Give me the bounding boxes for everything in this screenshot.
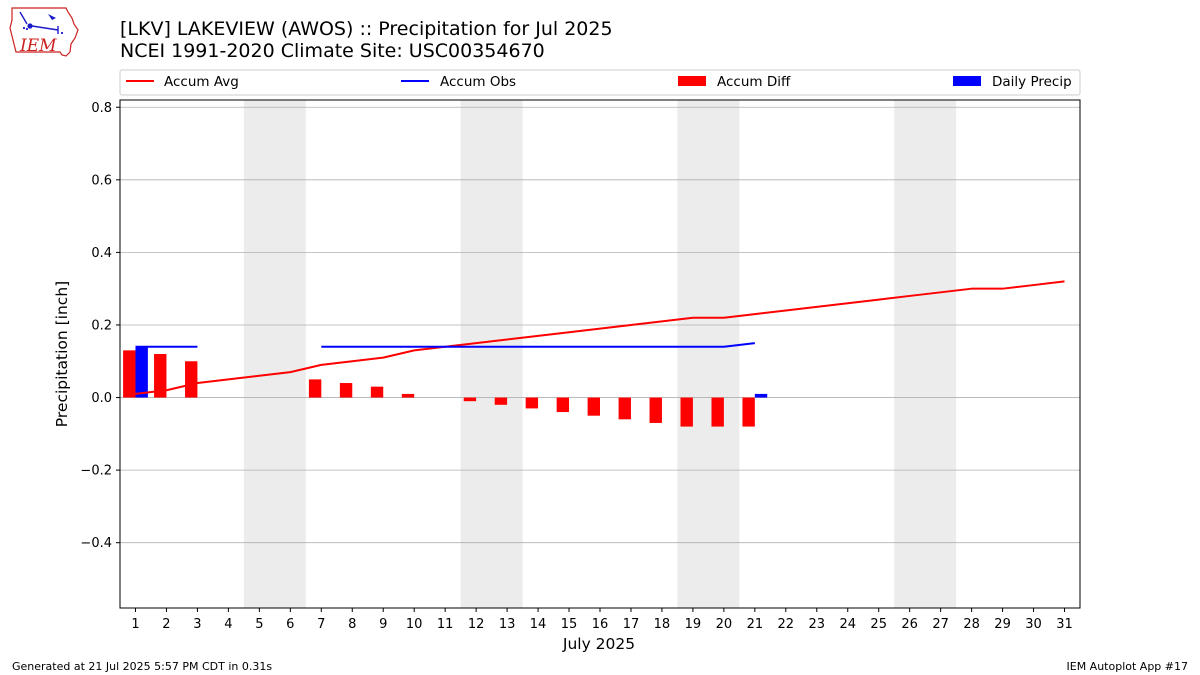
- legend-swatch-daily-precip: [953, 76, 981, 86]
- x-tick-label: 4: [224, 617, 232, 632]
- x-tick-label: 17: [623, 617, 640, 632]
- x-tick-label: 19: [685, 617, 702, 632]
- y-tick-label: 0.6: [91, 173, 112, 188]
- weekend-bands: [243, 100, 957, 608]
- bar-accum-diff: [339, 383, 353, 398]
- legend-label-accum-obs: Accum Obs: [440, 74, 516, 90]
- y-tick-label: 0.4: [91, 246, 112, 261]
- legend-label-accum-diff: Accum Diff: [717, 74, 791, 90]
- x-tick-label: 12: [468, 617, 485, 632]
- bar-accum-diff: [587, 397, 600, 416]
- weekend-band: [243, 100, 306, 608]
- y-axis-label: Precipitation [inch]: [53, 281, 71, 427]
- x-tick-label: 23: [809, 617, 826, 632]
- x-tick-label: 15: [561, 617, 578, 632]
- x-tick-label: 25: [870, 617, 887, 632]
- weather-icon: [19, 11, 64, 35]
- bar-accum-diff: [154, 354, 167, 398]
- bar-accum-diff: [123, 350, 136, 398]
- chart-subtitle: NCEI 1991-2020 Climate Site: USC00354670: [120, 40, 545, 62]
- bar-accum-diff: [618, 397, 631, 420]
- footer-app: IEM Autoplot App #17: [1067, 660, 1189, 673]
- iem-logo: IEM: [9, 7, 79, 57]
- bar-accum-diff: [711, 397, 724, 427]
- y-axis-ticks: −0.4 −0.2 0.0 0.2 0.4 0.6 0.8: [80, 101, 120, 551]
- series-lines: [135, 280, 1065, 395]
- weekend-band: [677, 100, 740, 608]
- line-accum-avg: [135, 280, 1065, 395]
- x-tick-label: 1: [131, 617, 139, 632]
- footer-generated: Generated at 21 Jul 2025 5:57 PM CDT in …: [12, 660, 272, 673]
- legend-swatch-accum-diff: [678, 76, 706, 86]
- x-tick-label: 24: [839, 617, 856, 632]
- weekend-band: [460, 100, 523, 608]
- x-tick-label: 31: [1056, 617, 1073, 632]
- bar-accum-diff: [308, 379, 322, 398]
- x-tick-label: 28: [963, 617, 980, 632]
- y-tick-label: 0.8: [91, 101, 112, 116]
- x-tick-label: 7: [317, 617, 325, 632]
- weekend-band: [894, 100, 957, 608]
- x-tick-label: 21: [747, 617, 764, 632]
- legend-label-daily-precip: Daily Precip: [992, 74, 1072, 90]
- legend-frame: [119, 69, 1081, 96]
- x-tick-label: 3: [193, 617, 201, 632]
- x-tick-label: 26: [901, 617, 918, 632]
- bars: [123, 346, 768, 427]
- x-axis-ticks: 1 2 3 4 5 6 7 8 9 10 11 12 13 14 15 16 17 18 19 20 21 22 23 24 2…: [131, 608, 1073, 632]
- legend-label-accum-avg: Accum Avg: [164, 74, 239, 90]
- x-tick-label: 6: [286, 617, 294, 632]
- x-tick-label: 13: [499, 617, 516, 632]
- x-tick-label: 20: [716, 617, 733, 632]
- bar-accum-diff: [742, 397, 755, 427]
- bar-accum-diff: [370, 386, 384, 398]
- bar-daily-precip: [135, 346, 148, 398]
- bar-accum-diff: [680, 397, 693, 427]
- x-tick-label: 29: [994, 617, 1011, 632]
- bar-accum-diff: [525, 397, 539, 409]
- x-tick-label: 14: [530, 617, 547, 632]
- logo-text: IEM: [19, 36, 57, 56]
- bar-accum-diff: [556, 397, 570, 413]
- x-tick-label: 2: [162, 617, 170, 632]
- y-tick-label: 0.0: [91, 391, 112, 406]
- x-tick-label: 18: [654, 617, 671, 632]
- line-accum-obs: [321, 342, 755, 348]
- legend: Accum Avg Accum Obs Accum Diff Daily Pre…: [119, 69, 1081, 96]
- iowa-state-outline: [9, 7, 79, 57]
- x-tick-label: 11: [437, 617, 454, 632]
- bar-daily-precip: [754, 393, 768, 398]
- x-tick-label: 30: [1025, 617, 1042, 632]
- x-tick-label: 9: [379, 617, 387, 632]
- bar-accum-diff: [649, 397, 662, 423]
- y-tick-label: −0.2: [80, 464, 112, 479]
- y-tick-label: −0.4: [80, 536, 112, 551]
- x-tick-label: 5: [255, 617, 263, 632]
- x-axis-label: July 2025: [562, 635, 635, 653]
- x-tick-label: 27: [932, 617, 949, 632]
- bar-accum-diff: [494, 397, 508, 405]
- chart-title: [LKV] LAKEVIEW (AWOS) :: Precipitation f…: [120, 18, 613, 40]
- x-tick-label: 10: [406, 617, 423, 632]
- x-tick-label: 22: [778, 617, 795, 632]
- gridlines: [120, 106, 1080, 544]
- y-tick-label: 0.2: [91, 318, 112, 333]
- bar-accum-diff: [185, 361, 198, 398]
- bar-accum-diff: [463, 397, 477, 402]
- x-tick-label: 8: [348, 617, 356, 632]
- x-tick-label: 16: [592, 617, 609, 632]
- bar-accum-diff: [401, 393, 415, 398]
